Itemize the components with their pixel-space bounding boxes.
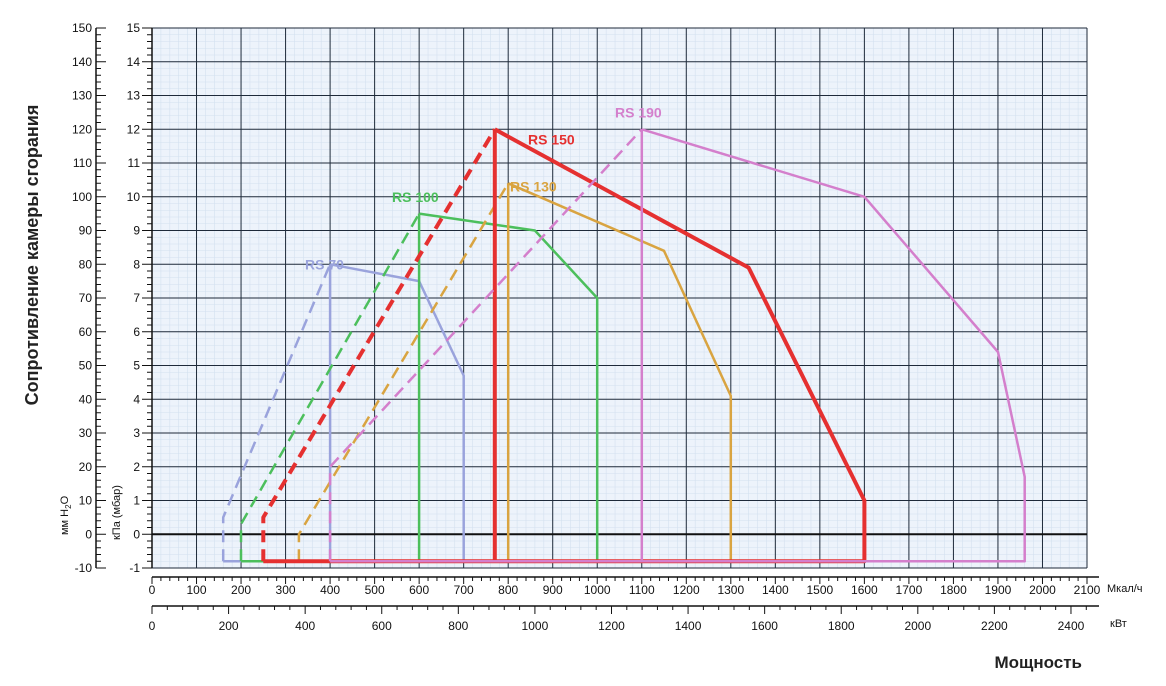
y-mm-tick-label: 40 (79, 392, 93, 406)
x-unit-kw-label: кВт (1110, 618, 1127, 630)
y-mbar-tick-label: -1 (129, 561, 140, 575)
y-mm-tick-label: 80 (79, 257, 93, 271)
x-mcal-tick-label: 400 (320, 583, 340, 597)
x-kw-tick-label: 0 (149, 619, 156, 633)
x-kw-tick-label: 1400 (675, 619, 702, 633)
x-mcal-tick-label: 600 (409, 583, 429, 597)
series-labels: RS 70 RS 100 RS 130 RS 150 RS 190 (305, 104, 662, 272)
x-mcal-tick-label: 1100 (629, 583, 655, 597)
y-unit-mm-end: O (59, 495, 71, 504)
x-mcal-tick-label: 1300 (717, 583, 744, 597)
x-kw-tick-label: 2000 (904, 619, 931, 633)
y-mm-tick-label: 100 (72, 190, 92, 204)
y-axis-title: Сопротивление камеры сгорания (22, 105, 42, 406)
x-mcal-tick-label: 100 (187, 583, 207, 597)
series-group (221, 127, 1026, 564)
y-mbar-tick-label: 10 (127, 190, 141, 204)
x-kw-tick-label: 2400 (1058, 619, 1085, 633)
series-rs70-dashed-boundary (221, 263, 332, 562)
y-mm-tick-label: 140 (72, 55, 92, 69)
y-mbar-tick-label: 12 (127, 122, 141, 136)
y-mm-tick-label: 0 (85, 527, 92, 541)
series-rs130-label: RS 130 (510, 179, 557, 195)
x-mcal-tick-label: 1200 (673, 583, 700, 597)
x-mcal-tick-label: 1900 (985, 583, 1012, 597)
x-kw-tick-label: 1800 (828, 619, 855, 633)
series-rs150-label: RS 150 (528, 131, 575, 147)
y-mbar-tick-label: 0 (133, 527, 140, 541)
x-kw-tick-label: 1000 (522, 619, 549, 633)
x-kw-tick-label: 800 (448, 619, 468, 633)
x-mcal-tick-label: 800 (498, 583, 518, 597)
x-mcal-tick-label: 200 (231, 583, 251, 597)
y-mbar-tick-label: 8 (133, 257, 140, 271)
y-mm-tick-label: 130 (72, 89, 92, 103)
x-mcal-tick-label: 2100 (1074, 583, 1101, 597)
x-kw-tick-label: 200 (219, 619, 239, 633)
y-mm-tick-label: -10 (75, 561, 93, 575)
y-mm-tick-label: 70 (79, 291, 93, 305)
y-mm-tick-label: 60 (79, 325, 93, 339)
x-mcal-tick-label: 0 (149, 583, 156, 597)
x-mcal-tick-label: 900 (543, 583, 563, 597)
y-unit-mm-main: мм H (59, 509, 71, 535)
y-unit-mm-subscript: 2 (64, 504, 73, 509)
series-rs190-envelope (330, 128, 1026, 563)
grid (151, 27, 1088, 569)
x-mcal-tick-label: 700 (454, 583, 474, 597)
y-unit-mm-label: мм H2O (59, 495, 73, 535)
y-mbar-tick-label: 9 (133, 224, 140, 238)
x-unit-mcal-label: Мкал/ч (1107, 583, 1143, 595)
x-kw-tick-label: 2200 (981, 619, 1008, 633)
x-kw-tick-label: 1200 (598, 619, 625, 633)
x-mcal-tick-label: 500 (365, 583, 385, 597)
x-mcal-tick-label: 2000 (1029, 583, 1056, 597)
y-mm-tick-label: 30 (79, 426, 93, 440)
x-mcal-tick-label: 1600 (851, 583, 878, 597)
y-mm-tick-label: 150 (72, 21, 92, 35)
x-kw-tick-label: 1600 (751, 619, 778, 633)
y-mbar-tick-label: 4 (133, 392, 140, 406)
y-mm-tick-label: 90 (79, 224, 93, 238)
series-rs100-label: RS 100 (392, 189, 439, 205)
x-mcal-tick-label: 300 (276, 583, 296, 597)
series-rs190-label: RS 190 (615, 104, 662, 120)
x-mcal-tick-label: 1800 (940, 583, 967, 597)
y-mm-tick-label: 120 (72, 122, 92, 136)
series-rs70-label: RS 70 (305, 256, 344, 272)
axes: 1501401301201101009080706050403020100-10… (72, 21, 1101, 633)
series-rs100-dashed-boundary (239, 212, 421, 562)
y-mm-tick-label: 10 (79, 494, 93, 508)
y-mm-tick-label: 20 (79, 460, 93, 474)
series-rs130-dashed-boundary (297, 182, 510, 562)
y-mbar-tick-label: 1 (133, 494, 140, 508)
y-mbar-tick-label: 6 (133, 325, 140, 339)
y-mbar-tick-label: 5 (133, 359, 140, 373)
y-mbar-tick-label: 7 (133, 291, 140, 305)
y-mbar-tick-label: 15 (127, 21, 141, 35)
x-mcal-tick-label: 1400 (762, 583, 789, 597)
x-mcal-tick-label: 1000 (584, 583, 611, 597)
y-mbar-tick-label: 11 (128, 156, 141, 170)
y-mm-tick-label: 50 (79, 359, 93, 373)
y-mbar-tick-label: 3 (133, 426, 140, 440)
x-mcal-tick-label: 1500 (807, 583, 834, 597)
series-rs150-dashed-boundary (261, 128, 497, 562)
x-kw-tick-label: 400 (295, 619, 315, 633)
x-mcal-tick-label: 1700 (896, 583, 923, 597)
y-unit-kpa-label: кПа (мбар) (111, 485, 123, 540)
y-mbar-tick-label: 13 (127, 89, 141, 103)
series-rs190-dashed-boundary (328, 128, 643, 562)
y-mm-tick-label: 110 (73, 156, 92, 170)
x-axis-title: Мощность (994, 653, 1082, 672)
x-kw-tick-label: 600 (372, 619, 392, 633)
y-mbar-tick-label: 2 (133, 460, 140, 474)
y-mbar-tick-label: 14 (127, 55, 141, 69)
